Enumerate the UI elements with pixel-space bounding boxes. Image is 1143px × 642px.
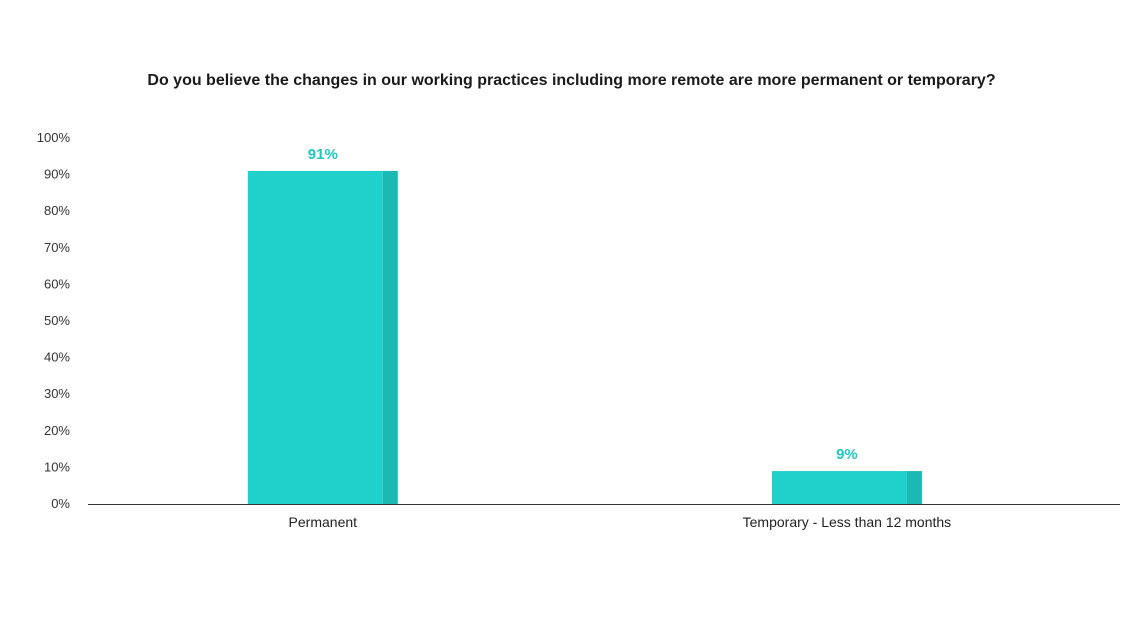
bar-permanent <box>247 170 383 504</box>
y-tick-label: 90% <box>44 167 70 182</box>
y-tick-label: 80% <box>44 203 70 218</box>
chart-title: Do you believe the changes in our workin… <box>147 72 996 89</box>
category-labels: Permanent Temporary - Less than 12 months <box>289 514 952 530</box>
data-label: 9% <box>836 446 858 463</box>
y-tick-label: 60% <box>44 276 70 291</box>
y-tick-label: 40% <box>44 350 70 365</box>
y-tick-label: 50% <box>44 313 70 328</box>
y-tick-label: 70% <box>44 240 70 255</box>
data-label: 91% <box>308 146 338 163</box>
data-labels: 91% 9% <box>308 146 858 463</box>
x-category-label: Permanent <box>289 514 358 530</box>
bars <box>247 170 922 504</box>
y-tick-label: 10% <box>44 459 70 474</box>
y-tick-label: 20% <box>44 423 70 438</box>
x-category-label: Temporary - Less than 12 months <box>743 514 952 530</box>
bar-side-shade <box>382 170 398 504</box>
bar-temporary <box>771 471 907 504</box>
y-tick-label: 30% <box>44 386 70 401</box>
y-tick-label: 0% <box>51 496 70 511</box>
y-tick-label: 100% <box>37 130 71 145</box>
bar-side-shade <box>906 471 922 504</box>
y-axis-ticks: 0% 10% 20% 30% 40% 50% 60% 70% 80% 90% 100% <box>37 130 71 511</box>
